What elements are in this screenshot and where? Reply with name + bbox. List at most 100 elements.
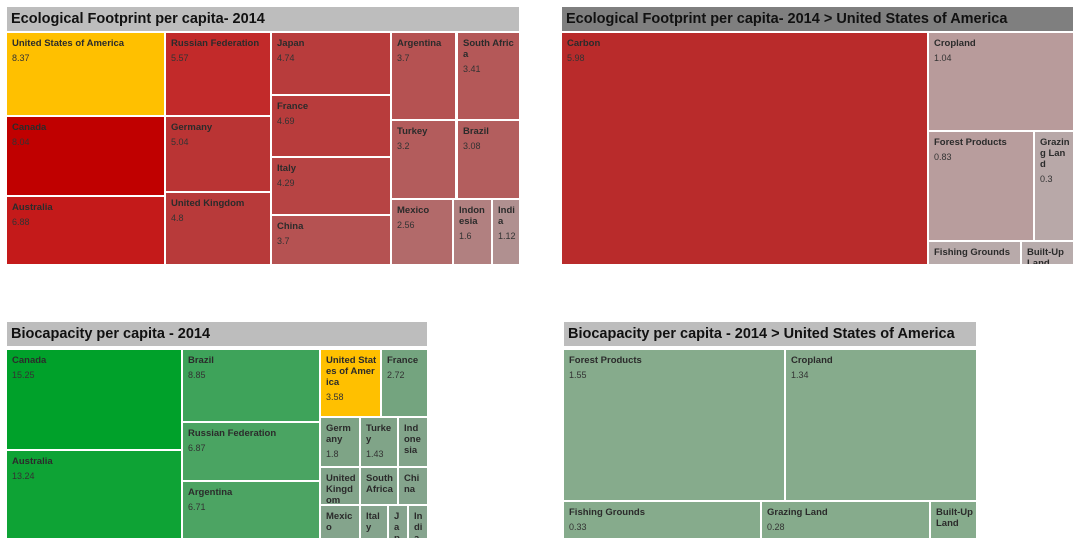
tile-label: China: [404, 473, 420, 495]
tile-label: India 1.12: [498, 205, 516, 241]
tile-label: China 3.7: [277, 221, 387, 247]
tile-value: 4.29: [277, 178, 295, 188]
treemap-tile[interactable]: Japan 4.74: [272, 33, 390, 94]
treemap-tile[interactable]: Grazing Land 0.3: [1035, 132, 1073, 240]
tile-label: Russian Federation 6.87: [188, 428, 316, 454]
tile-label: Indonesia 1.6: [459, 205, 488, 242]
treemap-biocapacity: Biocapacity per capita - 2014 Canada 15.2…: [7, 322, 427, 538]
treemap-tile[interactable]: Australia 6.88: [7, 197, 164, 264]
treemap-tile[interactable]: Australia 13.24: [7, 451, 181, 538]
treemap-tile[interactable]: Forest Products 0.83: [929, 132, 1033, 240]
treemap-tile[interactable]: Canada 8.04: [7, 117, 164, 195]
treemap-tile[interactable]: France 4.69: [272, 96, 390, 156]
treemap-tile[interactable]: United States of America 3.58: [321, 350, 380, 416]
treemap-ecological-footprint-usa: Ecological Footprint per capita- 2014 > …: [562, 7, 1073, 264]
tile-value: 0.83: [934, 152, 952, 162]
treemap-tile[interactable]: Cropland 1.34: [786, 350, 976, 500]
tile-value: 0.3: [1040, 174, 1053, 184]
treemap-tile[interactable]: India 1.12: [493, 200, 519, 264]
treemap-plot: Carbon 5.98 Cropland 1.04 Forest Products 0.8…: [562, 33, 1073, 264]
treemap-tile[interactable]: Germany 1.8: [321, 418, 359, 466]
tile-value: 0.28: [767, 522, 785, 532]
tile-label: France 4.69: [277, 101, 387, 127]
treemap-tile[interactable]: United States of America 8.37: [7, 33, 164, 115]
treemap-tile[interactable]: South Africa 3.41: [458, 33, 519, 119]
treemap-tile[interactable]: Carbon 5.98: [562, 33, 927, 264]
treemap-tile[interactable]: Japan: [389, 506, 407, 538]
tile-label: Built-Up Land: [1027, 247, 1064, 264]
treemap-tile[interactable]: China 3.7: [272, 216, 390, 264]
treemap-tile[interactable]: Mexico: [321, 506, 359, 538]
treemap-tile[interactable]: Grazing Land 0.28: [762, 502, 929, 538]
tile-label: Grazing Land 0.3: [1040, 137, 1070, 184]
treemap-ecological-footprint: Ecological Footprint per capita- 2014 Un…: [7, 7, 519, 264]
tile-value: 6.71: [188, 502, 206, 512]
treemap-tile[interactable]: India: [409, 506, 427, 538]
tile-label: United Kingdom: [326, 473, 356, 504]
treemap-tile[interactable]: Italy 4.29: [272, 158, 390, 214]
tile-label: Fishing Grounds 0.33: [569, 507, 757, 533]
tile-label: Mexico 2.56: [397, 205, 449, 231]
treemap-tile[interactable]: Italy: [361, 506, 387, 538]
tile-label: South Africa: [366, 473, 393, 495]
treemap-tile[interactable]: France 2.72: [382, 350, 427, 416]
tile-label: Mexico: [326, 511, 353, 533]
tile-label: France 2.72: [387, 355, 424, 381]
treemap-tile[interactable]: Indonesia: [399, 418, 427, 466]
treemap-tile[interactable]: Brazil 8.85: [183, 350, 319, 421]
treemap-tile[interactable]: United Kingdom: [321, 468, 359, 504]
tile-value: 8.04: [12, 137, 30, 147]
chart-title: Biocapacity per capita - 2014 > United S…: [564, 322, 976, 346]
tile-label: Turkey 1.43: [366, 423, 394, 460]
tile-label: Fishing Grounds: [934, 247, 1010, 258]
tile-label: Forest Products 1.55: [569, 355, 781, 381]
treemap-tile[interactable]: South Africa: [361, 468, 397, 504]
tile-label: Argentina 6.71: [188, 487, 316, 513]
tile-value: 3.58: [326, 392, 344, 402]
tile-label: Carbon 5.98: [567, 38, 924, 64]
treemap-tile[interactable]: Built-Up Land: [931, 502, 976, 538]
treemap-tile[interactable]: China: [399, 468, 427, 504]
treemap-tile[interactable]: Fishing Grounds: [929, 242, 1020, 264]
tile-value: 3.7: [277, 236, 290, 246]
tile-label: Italy 4.29: [277, 163, 387, 189]
tile-label: Japan: [394, 511, 400, 538]
tile-value: 4.8: [171, 213, 184, 223]
tile-value: 5.04: [171, 137, 189, 147]
tile-label: United States of America 3.58: [326, 355, 377, 402]
tile-value: 15.25: [12, 370, 35, 380]
treemap-tile[interactable]: Mexico 2.56: [392, 200, 452, 264]
tile-label: Germany 1.8: [326, 423, 356, 460]
tile-label: Russian Federation 5.57: [171, 38, 267, 64]
treemap-tile[interactable]: Forest Products 1.55: [564, 350, 784, 500]
tile-value: 5.98: [567, 53, 585, 63]
tile-value: 1.55: [569, 370, 587, 380]
treemap-tile[interactable]: United Kingdom 4.8: [166, 193, 270, 264]
chart-title: Biocapacity per capita - 2014: [7, 322, 427, 346]
treemap-tile[interactable]: Argentina 6.71: [183, 482, 319, 538]
tile-label: Australia 6.88: [12, 202, 161, 228]
tile-label: Forest Products 0.83: [934, 137, 1030, 163]
tile-value: 5.57: [171, 53, 189, 63]
treemap-tile[interactable]: Russian Federation 5.57: [166, 33, 270, 115]
treemap-tile[interactable]: Indonesia 1.6: [454, 200, 491, 264]
tile-label: Canada 15.25: [12, 355, 178, 381]
tile-value: 13.24: [12, 471, 35, 481]
treemap-tile[interactable]: Argentina 3.7: [392, 33, 455, 119]
tile-label: Germany 5.04: [171, 122, 267, 148]
tile-label: Australia 13.24: [12, 456, 178, 482]
tile-value: 4.74: [277, 53, 295, 63]
treemap-tile[interactable]: Fishing Grounds 0.33: [564, 502, 760, 538]
treemap-tile[interactable]: Brazil 3.08: [458, 121, 519, 198]
treemap-tile[interactable]: Cropland 1.04: [929, 33, 1073, 130]
treemap-tile[interactable]: Built-Up Land: [1022, 242, 1073, 264]
tile-value: 3.2: [397, 141, 410, 151]
treemap-tile[interactable]: Germany 5.04: [166, 117, 270, 191]
treemap-tile[interactable]: Turkey 3.2: [392, 121, 455, 198]
tile-value: 1.12: [498, 231, 516, 241]
treemap-tile[interactable]: Turkey 1.43: [361, 418, 397, 466]
treemap-tile[interactable]: Canada 15.25: [7, 350, 181, 449]
tile-label: India: [414, 511, 423, 538]
treemap-tile[interactable]: Russian Federation 6.87: [183, 423, 319, 480]
tile-value: 3.08: [463, 141, 481, 151]
